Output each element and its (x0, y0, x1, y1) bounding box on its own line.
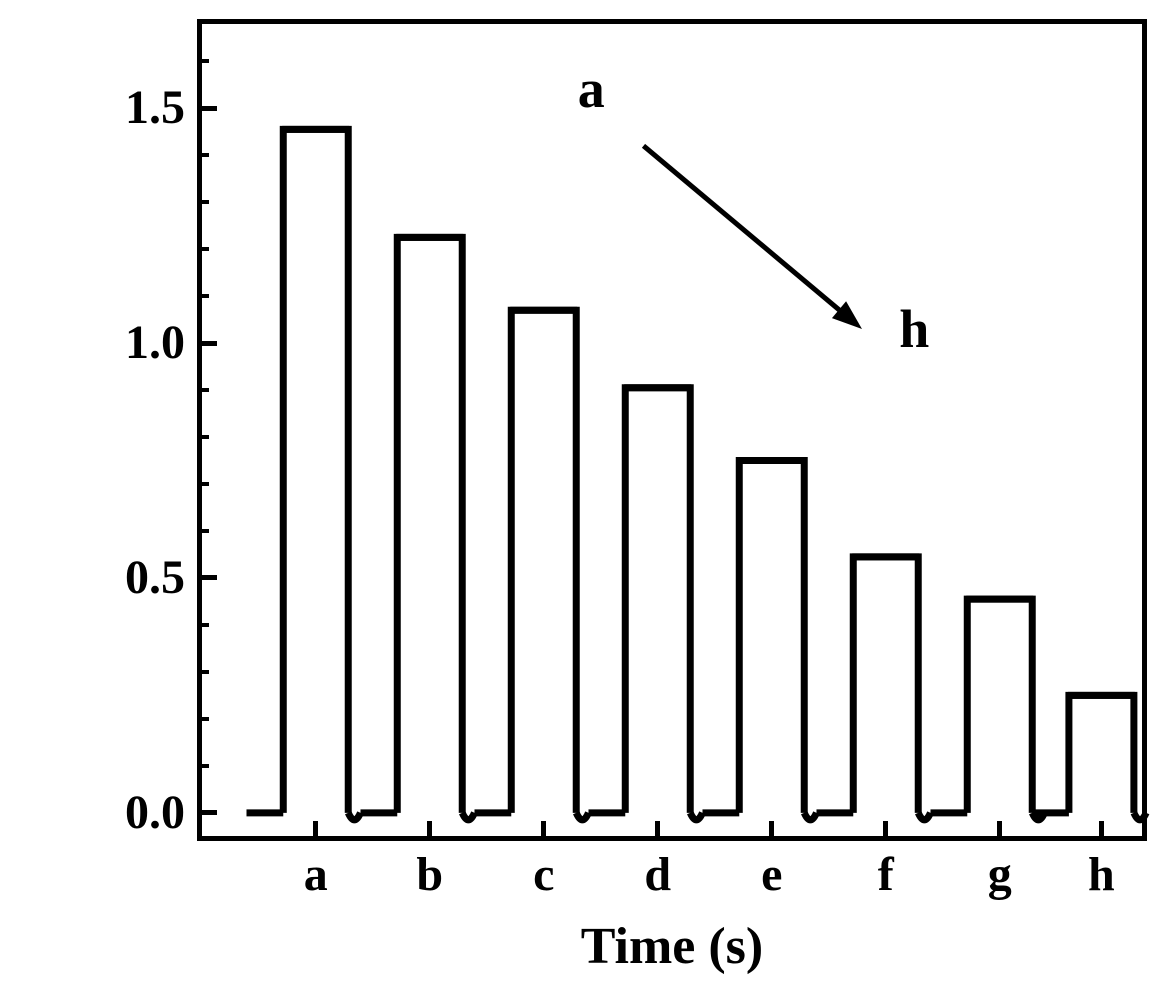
chart-svg (0, 0, 1174, 993)
figure-root: 0.00.51.01.5abcdefgh Photocurrent (μA) T… (0, 0, 1174, 993)
